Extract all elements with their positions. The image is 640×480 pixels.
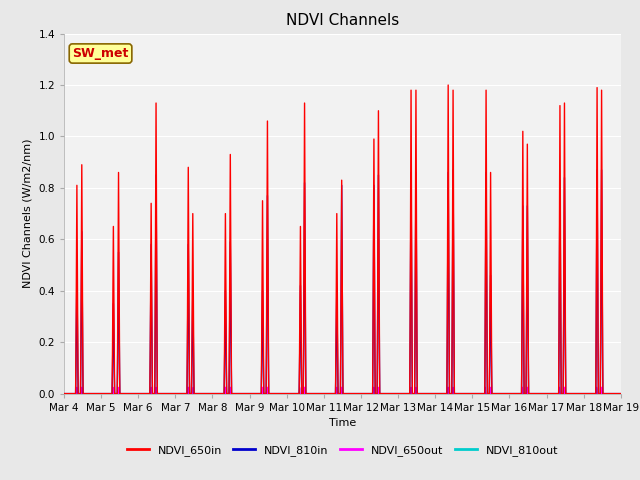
Line: NDVI_650in: NDVI_650in: [64, 85, 621, 394]
NDVI_810out: [436, 391, 444, 396]
NDVI_650out: [467, 391, 475, 396]
NDVI_810in: [160, 391, 168, 396]
NDVI_810in: [617, 391, 625, 396]
NDVI_810in: [499, 391, 507, 396]
NDVI_810in: [60, 391, 68, 396]
NDVI_810out: [617, 391, 625, 396]
NDVI_650out: [617, 391, 625, 396]
NDVI_650in: [467, 391, 475, 396]
X-axis label: Time: Time: [329, 418, 356, 428]
NDVI_650out: [73, 384, 81, 390]
NDVI_650in: [444, 82, 452, 88]
NDVI_650in: [160, 391, 168, 396]
NDVI_650out: [60, 391, 68, 396]
NDVI_650in: [60, 391, 68, 396]
NDVI_650out: [499, 391, 507, 396]
NDVI_650in: [616, 391, 624, 396]
NDVI_810out: [73, 385, 81, 391]
Line: NDVI_650out: NDVI_650out: [64, 387, 621, 394]
NDVI_650out: [616, 391, 624, 396]
NDVI_810in: [322, 391, 330, 396]
NDVI_810out: [322, 391, 330, 396]
NDVI_810in: [467, 391, 475, 396]
NDVI_650in: [499, 391, 507, 396]
NDVI_650out: [161, 391, 168, 396]
NDVI_810out: [616, 391, 624, 396]
Line: NDVI_810in: NDVI_810in: [64, 170, 621, 394]
NDVI_810out: [467, 391, 475, 396]
NDVI_650out: [322, 391, 330, 396]
Line: NDVI_810out: NDVI_810out: [64, 388, 621, 394]
NDVI_650in: [436, 391, 444, 396]
NDVI_810out: [60, 391, 68, 396]
NDVI_650in: [617, 391, 625, 396]
NDVI_650in: [322, 391, 330, 396]
Title: NDVI Channels: NDVI Channels: [286, 13, 399, 28]
NDVI_810out: [499, 391, 507, 396]
NDVI_810in: [616, 391, 624, 396]
NDVI_810in: [449, 167, 457, 173]
Legend: NDVI_650in, NDVI_810in, NDVI_650out, NDVI_810out: NDVI_650in, NDVI_810in, NDVI_650out, NDV…: [122, 440, 563, 460]
NDVI_810out: [161, 391, 168, 396]
Y-axis label: NDVI Channels (W/m2/nm): NDVI Channels (W/m2/nm): [23, 139, 33, 288]
NDVI_650out: [436, 391, 444, 396]
Text: SW_met: SW_met: [72, 47, 129, 60]
NDVI_810in: [436, 391, 444, 396]
